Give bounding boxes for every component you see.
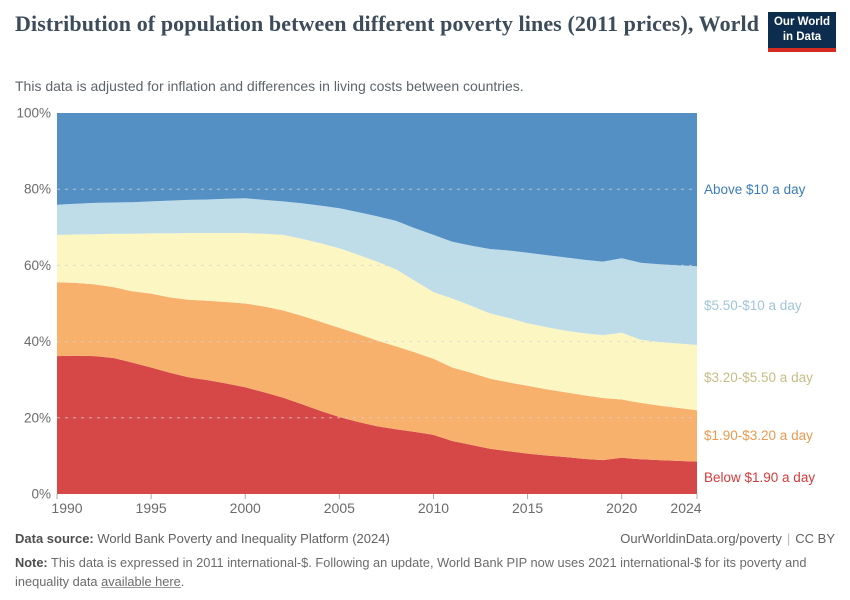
available-here-link[interactable]: available here (101, 574, 181, 590)
owid-logo-line2: in Data (782, 30, 822, 43)
area-1-90-3-20[interactable] (57, 282, 697, 462)
y-axis-label-100: 100% (16, 106, 51, 121)
data-source-line: Data source: World Bank Poverty and Ineq… (15, 531, 390, 546)
x-axis-label-2024: 2024 (670, 500, 701, 516)
area-below-1-90[interactable] (57, 355, 697, 494)
legend-label-below-1-90[interactable]: Below $1.90 a day (704, 469, 816, 485)
note-suffix: . (180, 574, 185, 590)
area-3-20-5-50[interactable] (57, 233, 697, 411)
x-axis-label-2015: 2015 (512, 500, 543, 516)
note-label: Note: (15, 555, 48, 570)
owid-logo[interactable]: Our World in Data (768, 12, 836, 52)
owid-url-link[interactable]: OurWorldinData.org/poverty (620, 531, 782, 546)
chart-subtitle: This data is adjusted for inflation and … (15, 78, 524, 94)
y-axis-label-0: 0% (31, 487, 51, 502)
legend-label-3-20-5-50[interactable]: $3.20-$5.50 a day (704, 369, 813, 385)
citation-divider: | (786, 531, 791, 546)
note-line: Note: This data is expressed in 2011 int… (15, 553, 815, 591)
chart-header: Distribution of population between diffe… (15, 10, 760, 38)
note-text: This data is expressed in 2011 internati… (15, 555, 807, 590)
x-axis-label-2010: 2010 (418, 500, 449, 516)
owid-logo-line1: Our World (773, 16, 830, 28)
license-label: CC BY (795, 531, 835, 546)
x-axis-label-2020: 2020 (606, 500, 637, 516)
data-source-label: Data source: (15, 531, 94, 546)
x-axis-label-1990: 1990 (51, 500, 82, 516)
legend-label-5-50-10[interactable]: $5.50-$10 a day (704, 297, 802, 313)
page-title: Distribution of population between diffe… (15, 11, 760, 36)
citation-line: OurWorldinData.org/poverty | CC BY (620, 531, 835, 546)
y-axis-label-60: 60% (24, 258, 51, 273)
area-5-50-10[interactable] (57, 198, 697, 345)
x-axis-label-2000: 2000 (230, 500, 261, 516)
y-axis-label-20: 20% (24, 410, 51, 425)
chart-footer: Data source: World Bank Poverty and Ineq… (15, 531, 835, 591)
x-axis-label-2005: 2005 (324, 500, 355, 516)
y-axis-label-40: 40% (24, 334, 51, 349)
y-axis-label-80: 80% (24, 182, 51, 197)
legend-label-1-90-3-20[interactable]: $1.90-$3.20 a day (704, 427, 813, 443)
legend-label-above-10[interactable]: Above $10 a day (704, 181, 806, 197)
data-source-value: World Bank Poverty and Inequality Platfo… (93, 531, 390, 546)
x-axis-label-1995: 1995 (136, 500, 167, 516)
